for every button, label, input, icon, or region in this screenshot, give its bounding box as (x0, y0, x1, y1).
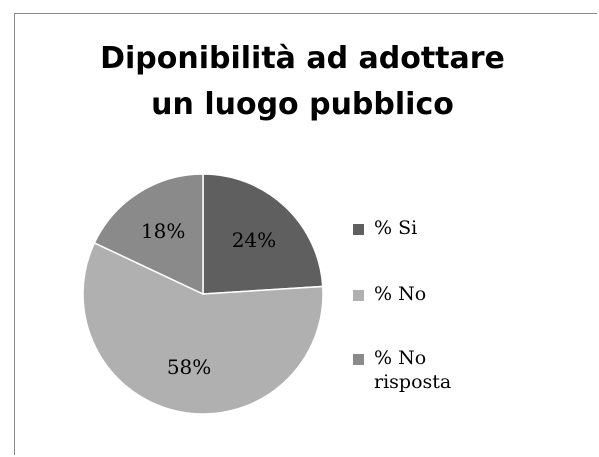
chart-title-line-1: Diponibilità ad adottare (100, 41, 505, 76)
legend-swatch-no (353, 290, 364, 301)
legend-label-no: % No (374, 283, 427, 305)
pie-slice-si (202, 173, 324, 295)
data-label-si: 24% (232, 228, 276, 252)
legend-item-no: % No (353, 282, 484, 306)
legend-label-no-risposta: % No risposta (374, 347, 452, 393)
legend-item-si: % Si (353, 216, 484, 240)
legend-label-si: % Si (374, 217, 418, 239)
pie-slice-no-risposta (93, 173, 204, 296)
legend-swatch-si (353, 224, 364, 235)
chart-frame (14, 13, 597, 455)
legend-item-no-risposta: % No risposta (353, 346, 484, 394)
data-label-no: 58% (167, 355, 211, 379)
pie-slice-no (82, 241, 324, 415)
chart-title: Diponibilità ad adottare un luogo pubbli… (40, 36, 565, 128)
data-label-no-risposta: 18% (141, 219, 185, 243)
legend-swatch-no-risposta (353, 354, 364, 365)
chart-title-line-2: un luogo pubblico (151, 87, 454, 122)
